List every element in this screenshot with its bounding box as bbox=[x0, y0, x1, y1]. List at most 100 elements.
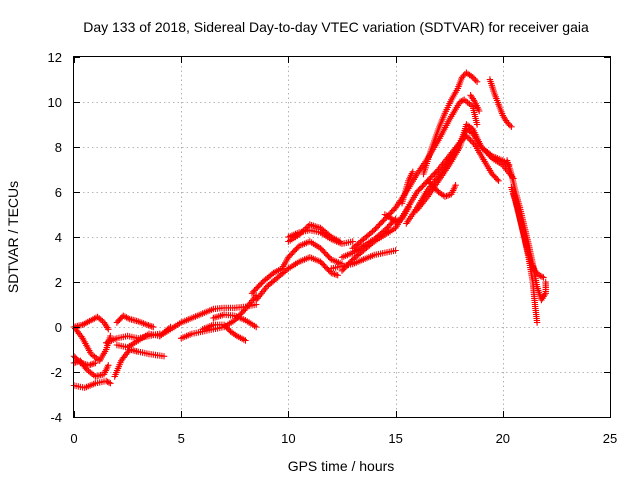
data-point bbox=[405, 204, 412, 211]
series-track-30 bbox=[503, 157, 549, 304]
series-track-25 bbox=[413, 121, 517, 214]
data-point bbox=[540, 274, 547, 281]
data-point bbox=[105, 379, 113, 386]
series-track-23 bbox=[398, 168, 416, 207]
data-point bbox=[287, 251, 295, 258]
data-point bbox=[473, 121, 481, 128]
series-track-7 bbox=[113, 312, 157, 331]
x-tick-label: 25 bbox=[603, 431, 617, 446]
series-track-10 bbox=[156, 301, 260, 340]
data-point bbox=[469, 74, 476, 81]
data-point bbox=[468, 138, 476, 145]
x-axis-label: GPS time / hours bbox=[288, 458, 395, 474]
data-point bbox=[340, 266, 347, 273]
data-point bbox=[415, 187, 422, 194]
data-point bbox=[432, 186, 439, 193]
data-point bbox=[472, 77, 479, 84]
data-point bbox=[318, 246, 326, 253]
data-point bbox=[536, 272, 543, 279]
data-point bbox=[252, 285, 260, 293]
data-point bbox=[320, 247, 327, 255]
data-point bbox=[483, 149, 490, 156]
plot-frame bbox=[73, 56, 611, 418]
data-point bbox=[321, 262, 328, 270]
series-track-8 bbox=[111, 346, 168, 380]
data-point bbox=[471, 75, 478, 82]
data-point bbox=[428, 181, 435, 189]
data-point bbox=[107, 332, 114, 340]
data-point bbox=[486, 152, 493, 159]
data-point bbox=[299, 228, 306, 236]
y-tick-label: 0 bbox=[55, 320, 62, 335]
data-point bbox=[373, 224, 380, 231]
data-point bbox=[473, 78, 481, 85]
data-point bbox=[456, 98, 464, 106]
series-track-3 bbox=[70, 377, 114, 391]
data-point bbox=[375, 222, 382, 230]
data-point bbox=[105, 362, 112, 369]
data-point bbox=[419, 183, 426, 190]
series-track-17 bbox=[285, 221, 344, 245]
y-tick-label: 12 bbox=[48, 50, 62, 65]
data-point bbox=[318, 260, 326, 267]
data-point bbox=[376, 221, 383, 228]
data-point bbox=[505, 120, 512, 127]
data-point bbox=[148, 323, 155, 330]
data-point bbox=[409, 168, 416, 175]
data-point bbox=[460, 72, 467, 79]
data-point bbox=[321, 249, 328, 256]
data-point bbox=[320, 261, 327, 268]
data-point bbox=[429, 171, 437, 179]
data-point bbox=[389, 207, 397, 214]
data-point bbox=[427, 180, 434, 187]
x-tick-label: 5 bbox=[178, 431, 185, 446]
data-point bbox=[416, 186, 423, 193]
series-track-19 bbox=[338, 215, 399, 261]
series-track-15 bbox=[253, 254, 341, 304]
data-point bbox=[303, 224, 310, 231]
data-point bbox=[322, 250, 330, 258]
data-point bbox=[250, 288, 257, 295]
y-tick-label: 10 bbox=[48, 95, 62, 110]
data-point bbox=[285, 254, 292, 261]
chart-title: Day 133 of 2018, Sidereal Day-to-day VTE… bbox=[83, 19, 589, 35]
data-point bbox=[385, 222, 393, 230]
series-track-11 bbox=[178, 292, 260, 342]
data-point bbox=[482, 148, 489, 155]
data-point bbox=[107, 380, 114, 387]
series-track-13 bbox=[210, 311, 260, 331]
y-tick-label: 4 bbox=[55, 230, 62, 245]
data-point bbox=[444, 192, 452, 199]
data-point bbox=[283, 266, 291, 273]
series-track-29 bbox=[486, 76, 515, 130]
data-point bbox=[533, 269, 540, 276]
y-tick-label: 2 bbox=[55, 275, 62, 290]
data-point bbox=[238, 310, 245, 317]
data-point bbox=[542, 278, 549, 286]
data-point bbox=[476, 107, 483, 115]
data-point bbox=[413, 188, 421, 196]
data-point bbox=[103, 377, 110, 385]
series-track-2 bbox=[70, 313, 112, 333]
series-track-31 bbox=[508, 184, 541, 326]
data-point bbox=[508, 123, 515, 130]
y-axis-label: SDTVAR / TECUs bbox=[5, 181, 21, 293]
data-point bbox=[239, 308, 246, 315]
data-point bbox=[341, 264, 348, 272]
data-point bbox=[322, 264, 330, 271]
series-track-12 bbox=[199, 321, 249, 344]
data-point bbox=[293, 245, 300, 252]
data-point bbox=[342, 263, 350, 270]
data-point bbox=[96, 315, 103, 322]
y-tick-label: -2 bbox=[50, 365, 62, 380]
data-point bbox=[420, 181, 427, 189]
data-point bbox=[467, 137, 474, 144]
data-point bbox=[254, 284, 261, 291]
data-point bbox=[388, 208, 395, 216]
series-track-32 bbox=[510, 191, 547, 281]
data-markers bbox=[70, 69, 549, 391]
data-point bbox=[428, 173, 435, 180]
data-point bbox=[256, 281, 264, 288]
data-point bbox=[345, 260, 352, 267]
